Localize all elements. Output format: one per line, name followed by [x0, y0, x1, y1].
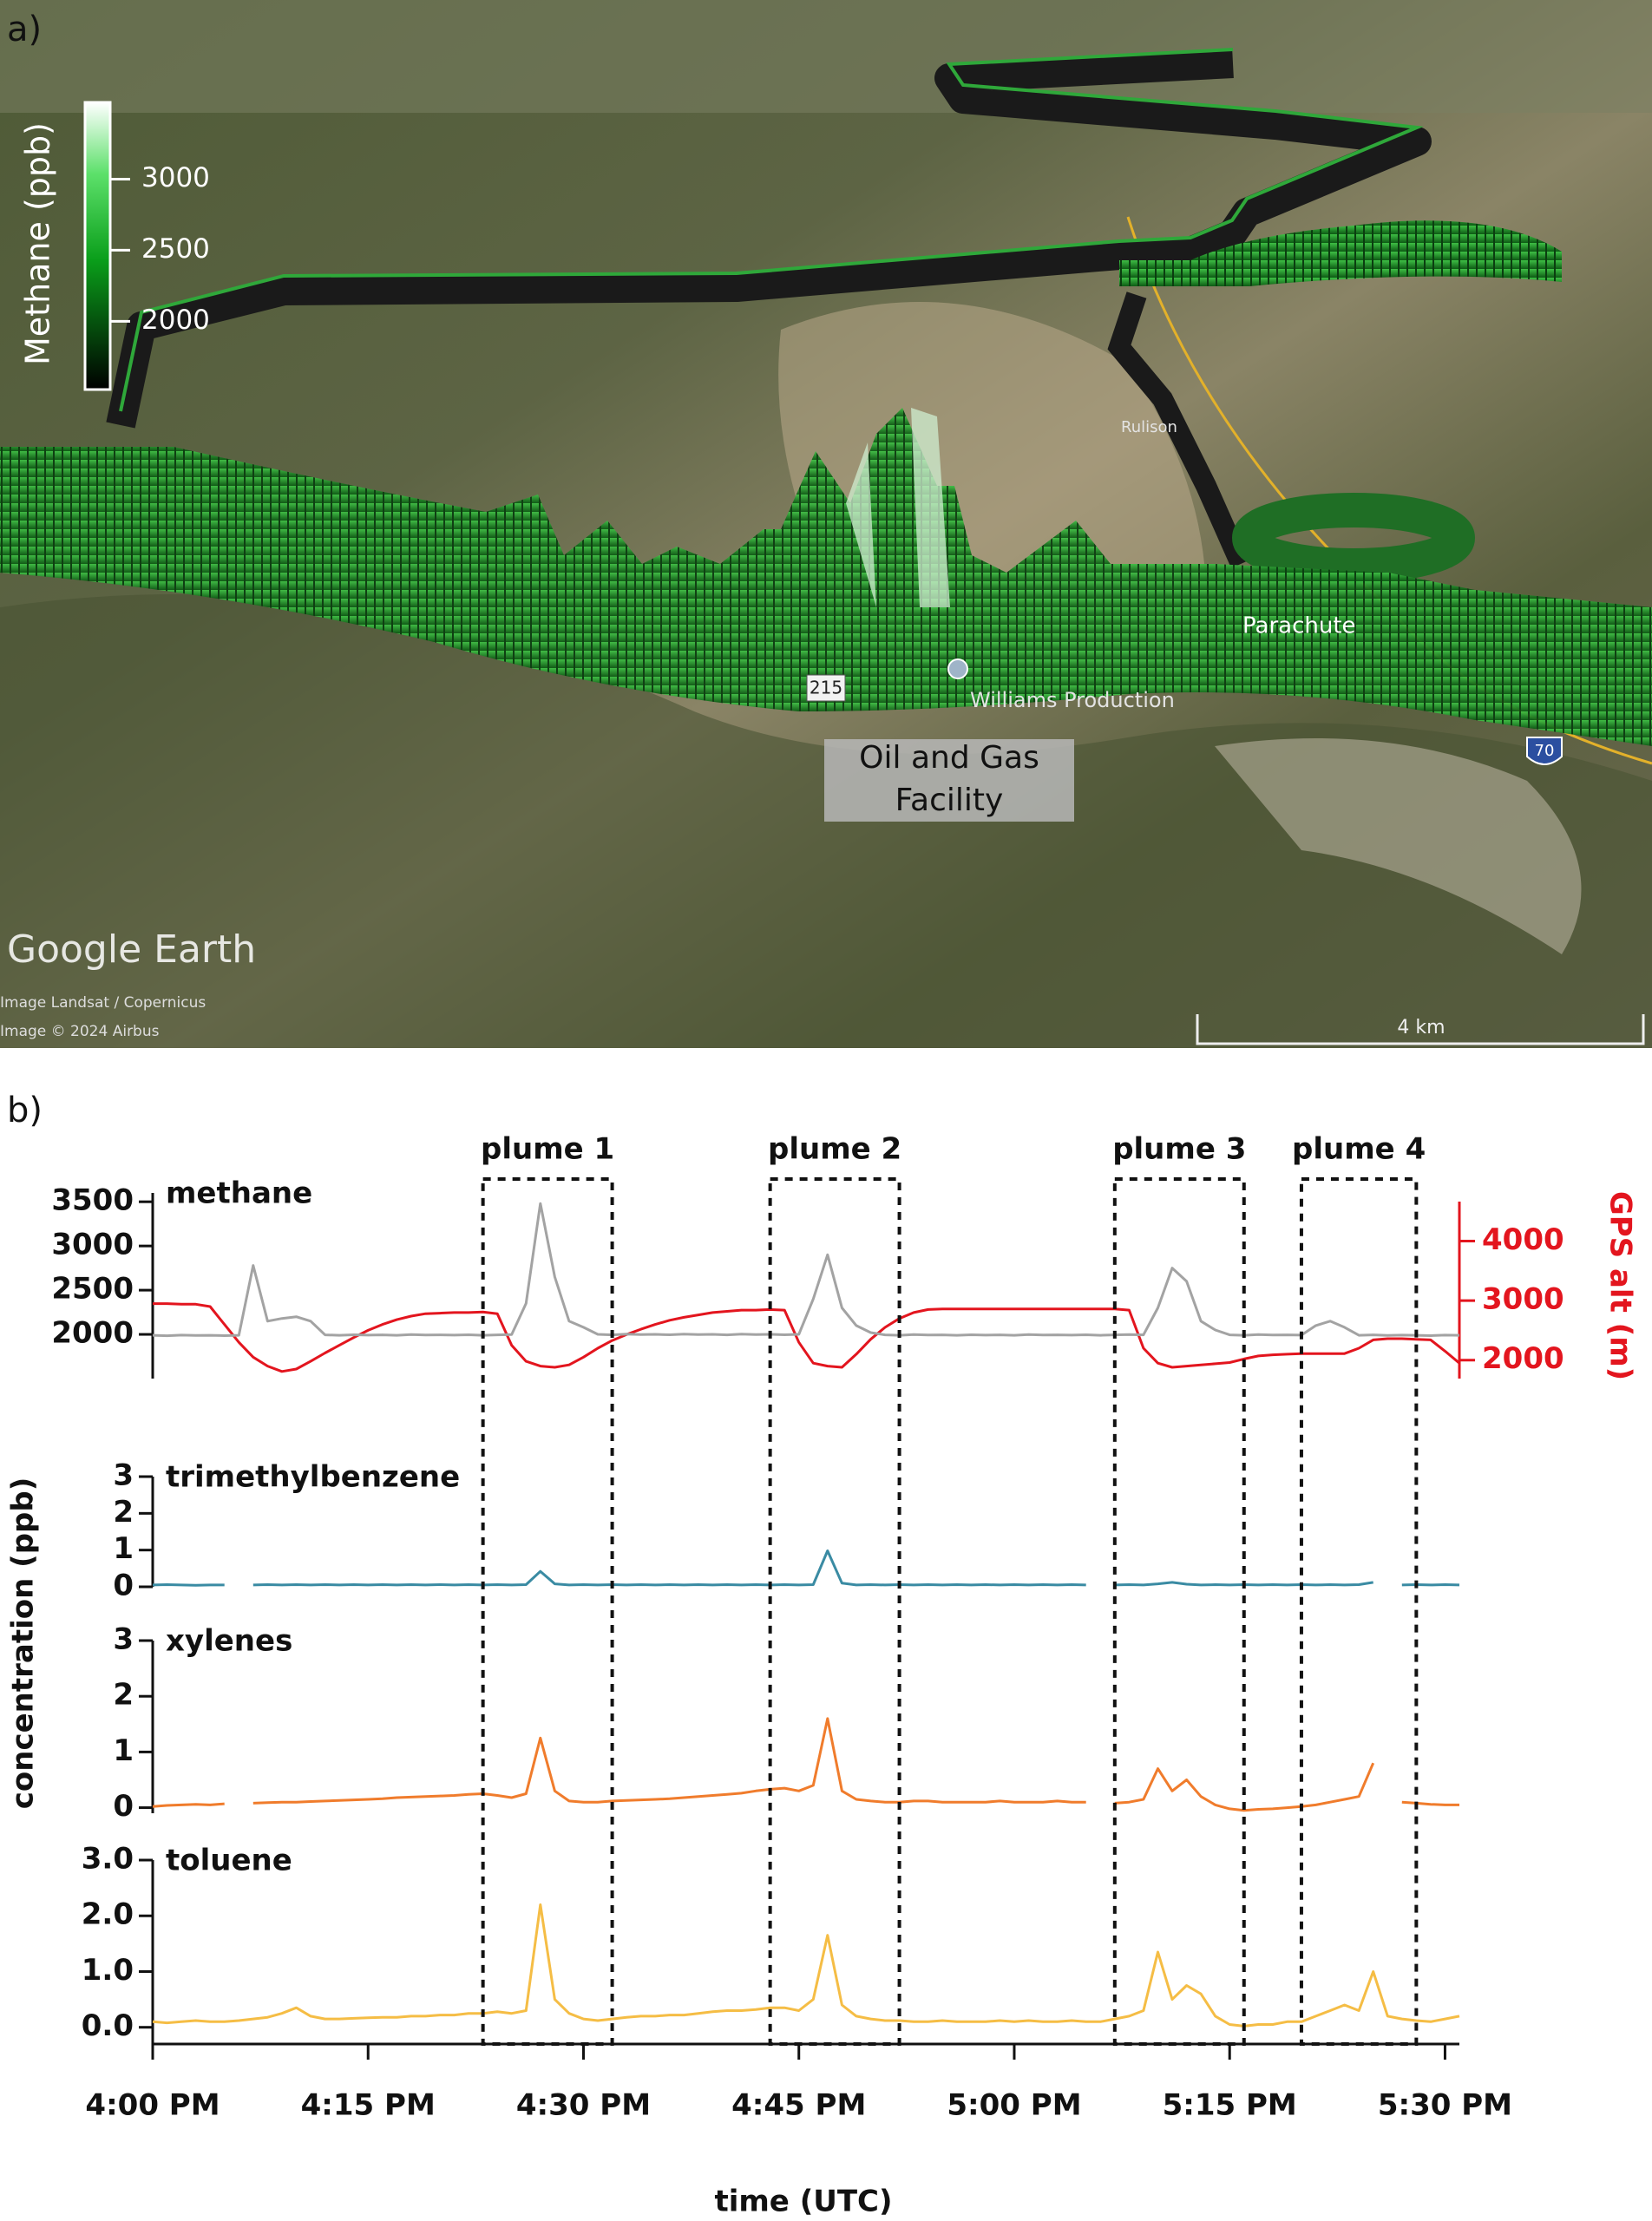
flight-wall — [1119, 220, 1562, 286]
y-tick-label: 3500 — [51, 1183, 134, 1218]
plume-box — [1299, 1177, 1419, 2046]
annotation-box — [824, 739, 1074, 822]
road-shield — [806, 674, 846, 702]
y-tick-label: 0 — [113, 1569, 134, 1603]
data-line — [152, 1202, 1460, 1338]
y-tick-label: 2 — [113, 1678, 134, 1713]
place-label: Rulison — [1121, 418, 1177, 436]
credit: Image © 2024 Airbus — [0, 1023, 160, 1040]
plume-box — [768, 1177, 901, 2046]
plume-box — [1112, 1177, 1246, 2046]
plume-label: plume 4 — [1292, 1132, 1426, 1167]
flight-track-edge — [119, 48, 1424, 412]
y-tick-label: 3 — [113, 1622, 134, 1657]
place-labels: Parachute Williams Production Rulison 21… — [806, 418, 1563, 765]
x-tick-label: 5:30 PM — [1378, 2088, 1512, 2123]
flight-track — [106, 49, 1432, 429]
colorbar — [83, 101, 112, 391]
plume-box — [481, 1177, 614, 2046]
panel-label: a) — [7, 10, 42, 49]
plume-label: plume 1 — [481, 1132, 614, 1167]
colorbar-label: Methane (ppb) — [19, 122, 57, 365]
y-tick-label: 0 — [113, 1789, 134, 1824]
y-tick-label: 2500 — [51, 1272, 134, 1307]
interstate-shield — [1526, 737, 1563, 765]
colorbar-tick-label: 2000 — [141, 305, 210, 336]
series-label: methane — [166, 1176, 312, 1211]
y-tick-label: 1 — [113, 1531, 134, 1566]
map-view: Parachute Williams Production Rulison 21… — [0, 0, 1652, 1048]
panel-label: b) — [7, 1091, 43, 1130]
pin — [947, 658, 968, 679]
y2-tick-label: 2000 — [1482, 1341, 1564, 1376]
y-tick-label: 1 — [113, 1733, 134, 1768]
data-line — [152, 1549, 1460, 1587]
y-tick-label: 2000 — [51, 1316, 134, 1351]
road-number: 70 — [1535, 742, 1555, 760]
plume-peaks — [846, 408, 950, 607]
y2-tick-label: 4000 — [1482, 1222, 1564, 1257]
y2-tick-label: 3000 — [1482, 1282, 1564, 1317]
y-tick-label: 2.0 — [82, 1897, 134, 1932]
place-label: Williams Production — [970, 688, 1175, 712]
series-label: xylenes — [166, 1624, 292, 1659]
y-axis-label: concentration (ppb) — [6, 1477, 41, 1810]
scale-bar — [1196, 1014, 1645, 1045]
chart: 2000 2500 3000 3500 2000 3000 4000 GPS alt (m) m… — [51, 1132, 1637, 2123]
x-tick-label: 4:15 PM — [301, 2088, 436, 2123]
y-tick-label: 1.0 — [82, 1953, 134, 1988]
place-label: Parachute — [1242, 613, 1356, 639]
x-axis-label: time (UTC) — [714, 2185, 892, 2219]
colorbar-ticks: 2000 2500 3000 — [110, 162, 210, 336]
x-tick-label: 4:45 PM — [731, 2088, 866, 2123]
colorbar-tick-label: 3000 — [141, 162, 210, 193]
y-tick-label: 3 — [113, 1458, 134, 1493]
flight-track — [1107, 292, 1250, 568]
plume-label: plume 3 — [1112, 1132, 1246, 1167]
annotation: Facility — [895, 783, 1004, 818]
y-tick-label: 3000 — [51, 1228, 134, 1262]
y-tick-label: 2 — [113, 1495, 134, 1530]
x-tick-label: 4:00 PM — [85, 2088, 220, 2123]
methane-wall — [0, 408, 1652, 746]
x-tick-label: 5:00 PM — [947, 2088, 1081, 2123]
annotation: Oil and Gas — [859, 740, 1039, 776]
y-tick-label: 3.0 — [82, 1842, 134, 1877]
horizon — [0, 0, 1652, 113]
road-number: 215 — [810, 678, 842, 698]
series-label: trimethylbenzene — [166, 1460, 460, 1495]
data-line — [152, 1717, 1459, 1812]
y-tick-label: 0.0 — [82, 2008, 134, 2043]
data-line — [152, 1903, 1460, 2028]
x-tick-label: 5:15 PM — [1163, 2088, 1297, 2123]
bare-slope — [1215, 738, 1582, 954]
y2-axis-label: GPS alt (m) — [1603, 1191, 1638, 1380]
credit: Image Landsat / Copernicus — [0, 994, 206, 1012]
data-line — [153, 1302, 1460, 1373]
x-tick-label: 4:30 PM — [516, 2088, 651, 2123]
loop — [1232, 493, 1475, 583]
series-label: toluene — [166, 1844, 292, 1878]
watermark: Google Earth — [7, 927, 256, 972]
colorbar-tick-label: 2500 — [141, 233, 210, 265]
scale-label: 4 km — [1397, 1017, 1445, 1038]
plume-label: plume 2 — [768, 1132, 901, 1167]
